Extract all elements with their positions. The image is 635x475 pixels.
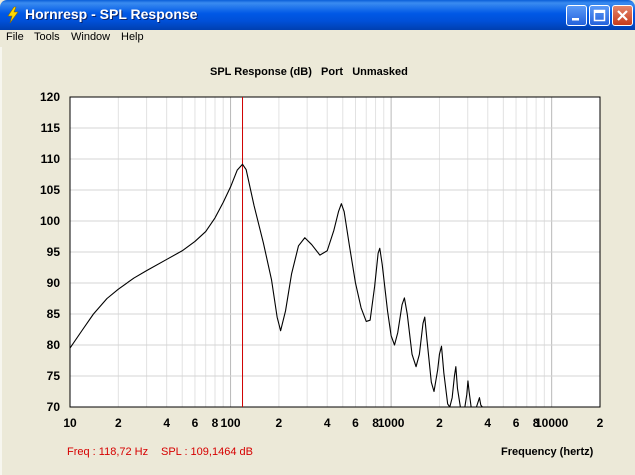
menu-file[interactable]: File	[6, 31, 24, 43]
close-button[interactable]	[612, 5, 633, 26]
chart-title: SPL Response (dB) Port Unmasked	[210, 66, 408, 78]
y-tick-label: 75	[47, 369, 61, 383]
x-tick-label: 4	[163, 416, 170, 430]
menu-bar: File Tools Window Help	[0, 30, 635, 47]
frequency-readout: Freq : 118,72 Hz	[67, 446, 149, 458]
hornresp-app-icon	[5, 6, 21, 24]
x-tick-label: 2	[436, 416, 443, 430]
y-tick-label: 90	[47, 276, 61, 290]
x-tick-label: 10000	[535, 416, 569, 430]
y-tick-label: 120	[40, 90, 60, 104]
x-tick-label: 2	[115, 416, 122, 430]
title-bar[interactable]: Hornresp - SPL Response	[0, 0, 635, 30]
menu-help[interactable]: Help	[121, 31, 144, 43]
x-tick-label: 2	[597, 416, 604, 430]
menu-window[interactable]: Window	[71, 31, 111, 43]
x-axis-label: Frequency (hertz)	[501, 446, 594, 458]
y-tick-label: 110	[41, 152, 61, 166]
window-title: Hornresp - SPL Response	[25, 6, 198, 22]
x-tick-label: 8	[372, 416, 379, 430]
y-tick-label: 105	[40, 183, 60, 197]
spl-response-curve	[70, 163, 483, 407]
y-tick-label: 95	[47, 245, 61, 259]
x-tick-label: 8	[533, 416, 540, 430]
x-tick-label: 4	[324, 416, 331, 430]
x-tick-label: 1000	[378, 416, 405, 430]
y-tick-label: 115	[41, 121, 61, 135]
x-tick-label: 4	[484, 416, 491, 430]
x-tick-label: 6	[192, 416, 199, 430]
x-tick-label: 8	[212, 416, 219, 430]
y-tick-label: 70	[47, 400, 61, 414]
y-tick-label: 100	[40, 214, 60, 228]
x-tick-label: 100	[221, 416, 241, 430]
x-tick-label: 10	[63, 416, 77, 430]
x-tick-label: 6	[352, 416, 359, 430]
plot-border	[69, 96, 601, 408]
x-tick-label: 6	[513, 416, 520, 430]
menu-tools[interactable]: Tools	[34, 31, 60, 43]
y-tick-label: 85	[47, 307, 61, 321]
maximize-button[interactable]	[589, 5, 610, 26]
x-tick-label: 2	[276, 416, 283, 430]
minimize-button[interactable]	[566, 5, 587, 26]
spl-readout: SPL : 109,1464 dB	[161, 446, 253, 458]
y-tick-label: 80	[47, 338, 61, 352]
